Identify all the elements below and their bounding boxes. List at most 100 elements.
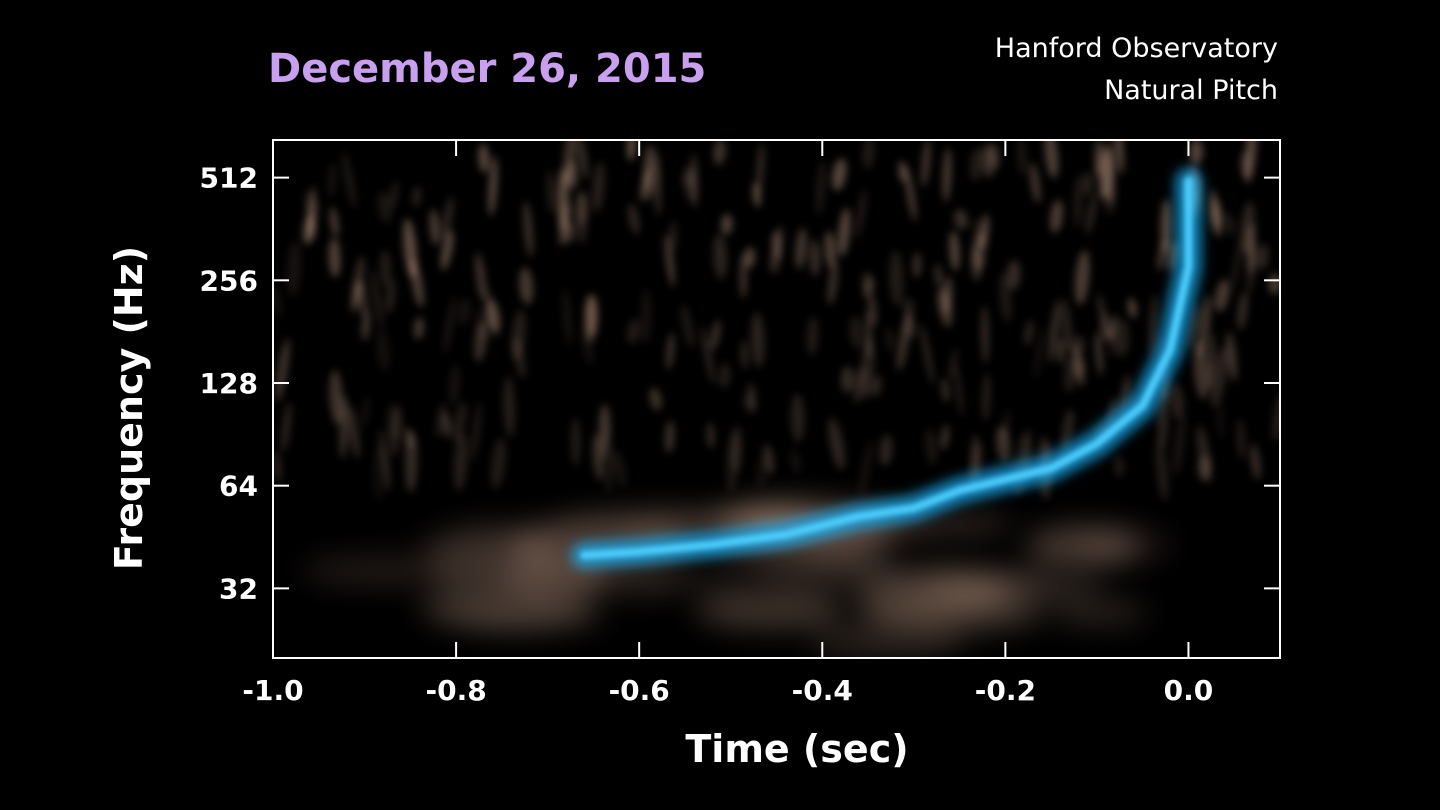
noise-streak	[809, 239, 821, 276]
noise-streak	[853, 366, 866, 404]
noise-streak	[1024, 320, 1034, 346]
noise-streak	[1226, 331, 1237, 381]
noise-streak	[628, 203, 640, 235]
y-tick-label: 128	[200, 367, 258, 400]
noise-streak	[452, 401, 467, 443]
y-axis: 32 64 128 256 512	[200, 162, 1280, 605]
noise-streak	[1210, 346, 1228, 408]
noise-streak	[889, 250, 904, 306]
noise-streak	[1057, 338, 1065, 364]
noise-streak	[981, 305, 989, 364]
noise-streak	[1098, 313, 1109, 343]
noise-streak	[1155, 438, 1169, 502]
noise-streak	[372, 443, 387, 501]
noise-streak	[1064, 356, 1077, 393]
noise-streak	[626, 319, 641, 344]
noise-streak	[453, 432, 468, 491]
noise-streak	[406, 220, 416, 279]
noise-streak	[1029, 162, 1041, 204]
noise-blob	[808, 621, 966, 658]
noise-streak	[1247, 241, 1256, 294]
noise-streak	[747, 383, 756, 413]
noise-streak	[832, 158, 847, 191]
noise-streak	[948, 347, 958, 380]
x-tick-label: -0.4	[792, 674, 853, 707]
noise-streak	[1211, 187, 1221, 238]
noise-streak	[1157, 386, 1169, 448]
noise-streak	[713, 140, 726, 165]
noise-streak	[1074, 250, 1090, 305]
noise-streak	[828, 418, 846, 470]
noise-streak	[376, 329, 391, 372]
noise-streak	[879, 434, 893, 466]
noise-streak	[988, 143, 1001, 170]
noise-streak	[584, 294, 598, 343]
noise-streak	[718, 363, 731, 388]
noise-streak	[706, 422, 715, 449]
noise-streak	[576, 190, 588, 244]
noise-streak	[414, 317, 424, 340]
signal-chirp-core	[580, 177, 1193, 560]
noise-streak	[287, 241, 301, 297]
plot-frame	[272, 139, 1281, 659]
noise-streak	[1160, 198, 1172, 253]
noise-streak	[567, 160, 578, 190]
noise-streak	[1236, 418, 1246, 460]
noise-streak	[281, 402, 292, 453]
noise-streak	[855, 188, 867, 239]
noise-streak	[429, 209, 440, 246]
noise-streak	[740, 340, 748, 370]
noise-streak	[361, 309, 371, 341]
noise-streak	[649, 387, 662, 411]
noise-streak	[940, 424, 950, 450]
noise-streak	[871, 375, 883, 397]
noise-streak	[379, 250, 392, 287]
noise-streak	[1193, 341, 1209, 400]
noise-streak	[627, 140, 636, 161]
noise-streak	[404, 427, 414, 450]
x-tick-label: -1.0	[242, 674, 303, 707]
noise-streak	[1074, 357, 1086, 378]
noise-streak	[490, 437, 506, 490]
noise-streak	[954, 209, 968, 230]
noise-streak	[1061, 409, 1075, 448]
noise-streak	[571, 417, 581, 467]
noise-streak	[903, 297, 914, 320]
noise-streak	[1170, 383, 1185, 420]
x-axis-label: Time (sec)	[685, 727, 908, 771]
noise-streak	[475, 252, 487, 302]
noise-streak	[664, 420, 675, 453]
noise-streak	[614, 451, 627, 489]
noise-streak	[904, 165, 917, 222]
noise-streak	[862, 140, 875, 169]
noise-streak	[942, 147, 952, 202]
noise-streak	[339, 395, 349, 459]
noise-streak	[920, 324, 935, 385]
noise-streak	[838, 207, 851, 257]
noise-streak	[1196, 425, 1212, 483]
noise-streak	[519, 267, 534, 305]
noise-streak	[863, 276, 874, 300]
noise-streak	[1085, 193, 1097, 235]
noise-streak	[1050, 200, 1063, 233]
noise-streak	[449, 364, 460, 406]
x-tick-label: -0.6	[609, 674, 670, 707]
x-axis: -1.0 -0.8 -0.6 -0.4 -0.2 0.0	[242, 140, 1213, 707]
noise-streak	[1214, 279, 1230, 312]
noise-streak	[1230, 236, 1243, 292]
noise-streak	[547, 169, 555, 214]
noise-streak	[981, 373, 991, 421]
noise-streak	[1250, 443, 1261, 480]
noise-streak	[606, 446, 615, 493]
noise-streak	[562, 288, 572, 346]
noise-streak	[581, 326, 594, 365]
noise-streak	[1256, 244, 1269, 270]
noise-streak	[849, 315, 864, 349]
y-tick-label: 512	[200, 162, 258, 195]
noise-streak	[1034, 327, 1045, 380]
noise-streak	[941, 378, 949, 403]
noise-blob	[301, 555, 469, 586]
plot-area	[273, 140, 1280, 658]
noise-streak	[347, 405, 360, 459]
noise-streak	[682, 165, 695, 188]
